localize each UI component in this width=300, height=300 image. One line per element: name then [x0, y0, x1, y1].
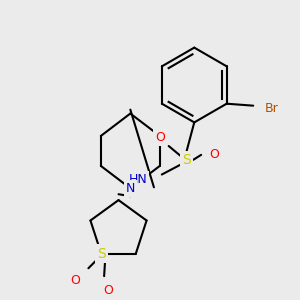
- Text: O: O: [155, 131, 165, 144]
- Text: O: O: [71, 274, 80, 286]
- Text: S: S: [182, 153, 191, 167]
- Text: Br: Br: [265, 102, 279, 115]
- Text: S: S: [97, 247, 106, 260]
- Text: O: O: [103, 284, 113, 297]
- Text: O: O: [209, 148, 219, 161]
- Text: N: N: [126, 182, 135, 195]
- Text: HN: HN: [128, 173, 147, 186]
